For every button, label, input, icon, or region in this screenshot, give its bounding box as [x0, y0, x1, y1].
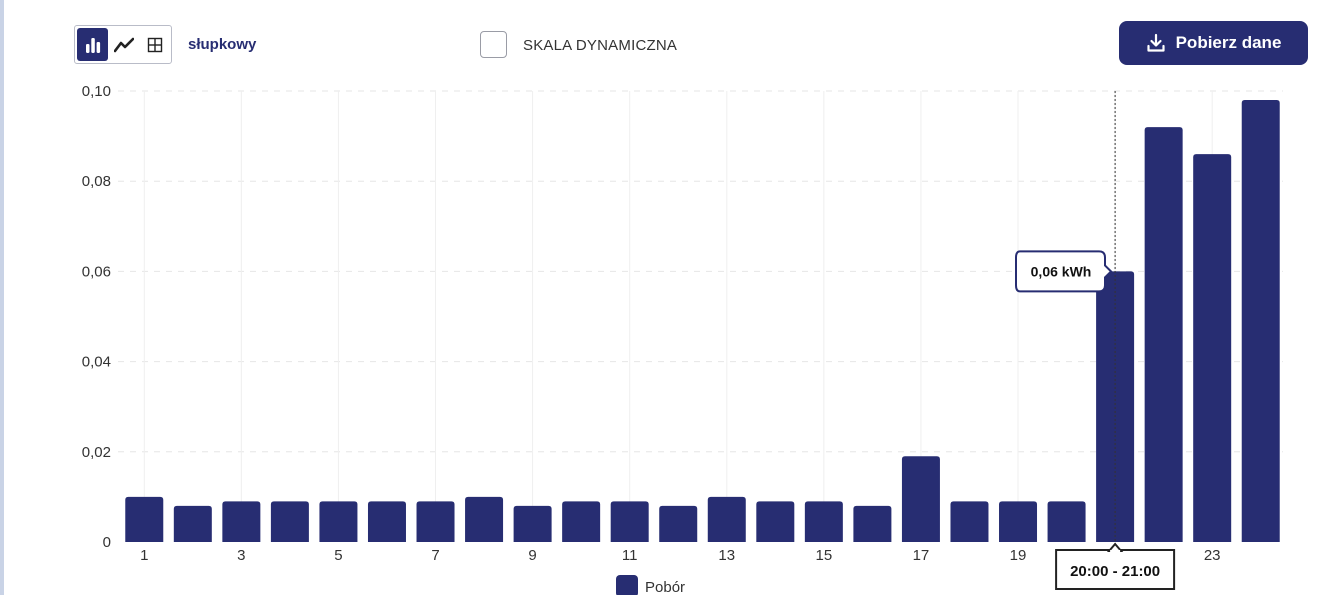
left-edge-strip — [0, 0, 4, 595]
download-button-label: Pobierz dane — [1175, 33, 1282, 52]
bar[interactable] — [222, 501, 261, 542]
x-tick-label: 1 — [140, 547, 148, 564]
x-axis-tooltip-pointer-mask — [1110, 550, 1121, 553]
value-tooltip-text: 0,06 kWh — [1031, 263, 1092, 279]
bar[interactable] — [707, 496, 746, 542]
legend-swatch[interactable] — [616, 575, 638, 595]
bar[interactable] — [367, 501, 406, 542]
x-tick-label: 9 — [528, 547, 536, 564]
x-tick-label: 5 — [334, 547, 342, 564]
bar[interactable] — [270, 501, 309, 542]
bar[interactable] — [125, 496, 164, 542]
bar[interactable] — [562, 501, 601, 542]
bar[interactable] — [804, 501, 843, 542]
bar[interactable] — [901, 456, 940, 542]
bar[interactable] — [416, 501, 455, 542]
value-tooltip — [1015, 250, 1113, 293]
bar[interactable] — [950, 501, 989, 542]
bar[interactable] — [610, 501, 649, 542]
x-axis-tooltip-pointer — [1106, 542, 1124, 552]
y-tick-label: 0,04 — [82, 354, 111, 371]
x-tick-label: 19 — [1010, 547, 1027, 564]
bar[interactable] — [465, 496, 504, 542]
bar[interactable] — [999, 501, 1038, 542]
y-tick-label: 0 — [103, 534, 111, 551]
x-tick-label: 15 — [816, 547, 833, 564]
download-icon — [1146, 33, 1165, 52]
line-view-button[interactable] — [108, 28, 139, 61]
x-tick-label: 17 — [913, 547, 930, 564]
line-chart-icon — [113, 37, 134, 52]
chart-view-toggle — [74, 25, 172, 64]
x-axis-tooltip-text: 20:00 - 21:00 — [1070, 563, 1160, 580]
x-tick-label: 3 — [237, 547, 245, 564]
bar[interactable] — [319, 501, 358, 542]
bar-view-button[interactable] — [77, 28, 109, 61]
x-tick-label: 7 — [431, 547, 439, 564]
bar-chart-icon — [85, 37, 100, 53]
dynamic-scale-checkbox[interactable] — [480, 31, 507, 58]
dynamic-scale-label[interactable]: SKALA DYNAMICZNA — [523, 37, 678, 54]
table-grid-icon — [148, 37, 163, 52]
y-tick-label: 0,02 — [82, 444, 111, 461]
bar[interactable] — [853, 505, 892, 542]
download-data-button[interactable]: Pobierz dane — [1119, 21, 1308, 65]
bar[interactable] — [1241, 100, 1280, 543]
x-tick-label: 23 — [1204, 547, 1221, 564]
x-tick-label: 13 — [718, 547, 735, 564]
bar[interactable] — [1193, 154, 1232, 542]
bar[interactable] — [1096, 271, 1135, 542]
bar[interactable] — [173, 505, 212, 542]
bar[interactable] — [1144, 127, 1183, 542]
legend-label[interactable]: Pobór — [645, 579, 685, 595]
chart-view-label: słupkowy — [188, 36, 257, 53]
x-tick-label: 11 — [622, 547, 638, 564]
bar[interactable] — [1047, 501, 1086, 542]
bar[interactable] — [513, 505, 552, 542]
bar[interactable] — [756, 501, 795, 542]
y-tick-label: 0,06 — [82, 263, 111, 280]
bar[interactable] — [659, 505, 698, 542]
y-tick-label: 0,08 — [82, 173, 111, 190]
table-view-button[interactable] — [140, 28, 171, 61]
y-tick-label: 0,10 — [82, 83, 111, 100]
